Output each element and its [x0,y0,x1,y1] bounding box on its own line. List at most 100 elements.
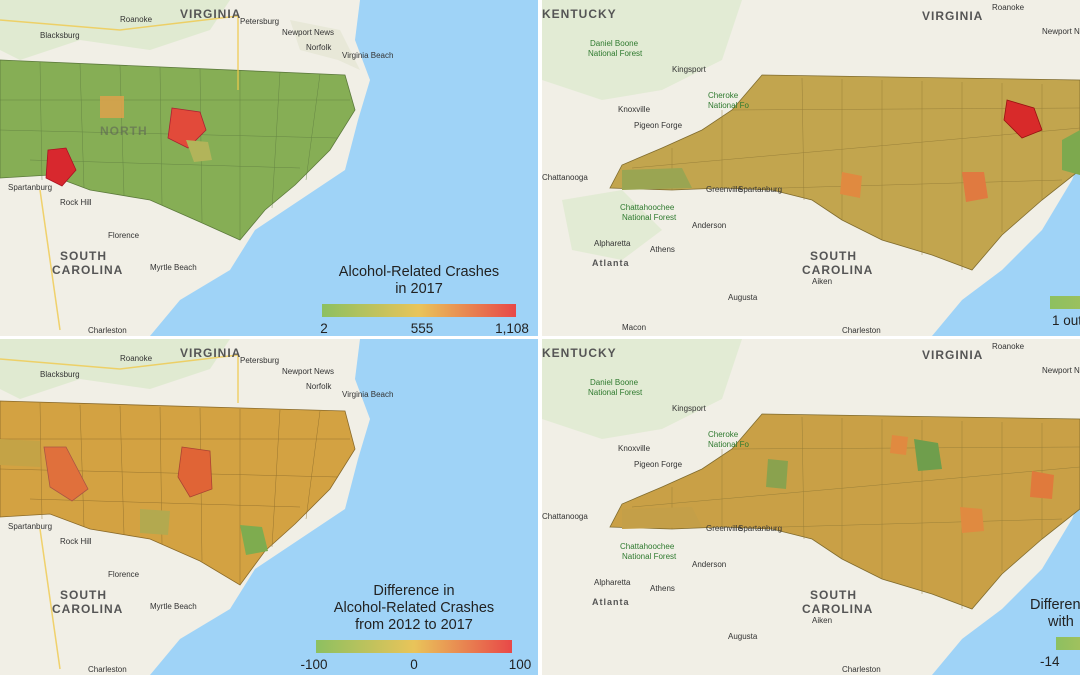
svg-text:Petersburg: Petersburg [240,17,279,26]
svg-text:Greenville: Greenville [706,524,743,533]
legend-tick-max: 100 [508,657,532,672]
svg-text:KENTUCKY: KENTUCKY [542,7,617,21]
svg-text:Petersburg: Petersburg [240,356,279,365]
legend-crash-difference: Difference in Alcohol-Related Crashes fr… [290,583,538,673]
svg-text:National Fo: National Fo [708,101,749,110]
legend-tick-min: -100 [300,657,328,672]
legend-title-line3: from 2012 to 2017 [355,617,473,633]
legend-tick-min: 2 [320,321,328,336]
svg-text:Spartanburg: Spartanburg [8,183,52,192]
legend-color-bar [1050,296,1080,309]
legend-title-line2: in 2017 [395,281,443,297]
svg-text:Chattahoochee: Chattahoochee [620,203,675,212]
svg-text:Newport News: Newport News [282,367,334,376]
svg-text:Alpharetta: Alpharetta [594,578,631,587]
svg-text:Newport News: Newport News [1042,366,1080,375]
svg-text:Chattahoochee: Chattahoochee [620,542,675,551]
map-panel-crash-difference[interactable]: VIRGINIA SOUTH CAROLINA Roanoke Blacksbu… [0,339,538,675]
svg-text:Blacksburg: Blacksburg [40,31,80,40]
svg-text:SOUTH: SOUTH [810,249,857,263]
svg-text:CAROLINA: CAROLINA [52,263,123,277]
svg-text:National Forest: National Forest [588,388,643,397]
svg-text:CAROLINA: CAROLINA [802,263,873,277]
legend-tick-min: 1 out of 26 [1052,313,1080,328]
svg-text:Alpharetta: Alpharetta [594,239,631,248]
svg-text:Pigeon Forge: Pigeon Forge [634,121,683,130]
svg-text:Daniel Boone: Daniel Boone [590,39,639,48]
basemap: VIRGINIA SOUTH CAROLINA Roanoke Blacksbu… [0,339,538,675]
svg-text:Daniel Boone: Daniel Boone [590,378,639,387]
svg-text:Florence: Florence [108,570,140,579]
svg-text:Myrtle Beach: Myrtle Beach [150,263,197,272]
svg-text:Myrtle Beach: Myrtle Beach [150,602,197,611]
map-panel-crashes-2017[interactable]: VIRGINIA SOUTH CAROLINA NORTH Roanoke Bl… [0,0,538,336]
legend-tick-max: 1,108 [495,321,529,336]
svg-text:Norfolk: Norfolk [306,382,332,391]
map-panel-crash-rate[interactable]: KENTUCKY VIRGINIA SOUTH CAROLINA Daniel … [542,0,1080,336]
svg-text:SOUTH: SOUTH [810,588,857,602]
map-panel-rate-difference[interactable]: KENTUCKY VIRGINIA SOUTH CAROLINA Daniel … [542,339,1080,675]
legend-tick-mid: 0 [410,657,418,672]
svg-text:Virginia Beach: Virginia Beach [342,51,393,60]
svg-text:Roanoke: Roanoke [992,3,1025,12]
svg-text:Anderson: Anderson [692,560,726,569]
basemap: KENTUCKY VIRGINIA SOUTH CAROLINA Daniel … [542,0,1080,336]
svg-text:VIRGINIA: VIRGINIA [180,346,241,360]
legend-title-line1: Differen [1030,597,1080,613]
svg-text:Roanoke: Roanoke [120,354,153,363]
svg-text:Macon: Macon [622,323,646,332]
svg-text:Atlanta: Atlanta [592,258,630,268]
svg-text:SOUTH: SOUTH [60,588,107,602]
svg-text:Charleston: Charleston [842,665,881,674]
svg-text:Rock Hill: Rock Hill [60,537,92,546]
svg-text:Atlanta: Atlanta [592,597,630,607]
svg-text:Spartanburg: Spartanburg [738,524,782,533]
legend-crash-rate: 1 out of 26 [992,288,1080,329]
svg-text:Spartanburg: Spartanburg [8,522,52,531]
svg-text:NORTH: NORTH [100,124,148,138]
svg-text:Charleston: Charleston [88,665,127,674]
svg-text:Cheroke: Cheroke [708,430,739,439]
legend-title-line2: with [1048,614,1074,630]
svg-text:National Forest: National Forest [588,49,643,58]
svg-text:KENTUCKY: KENTUCKY [542,346,617,360]
svg-text:Athens: Athens [650,245,675,254]
svg-text:CAROLINA: CAROLINA [52,602,123,616]
svg-text:National Forest: National Forest [622,213,677,222]
svg-text:Charleston: Charleston [88,326,127,335]
svg-text:Kingsport: Kingsport [672,404,707,413]
svg-text:Virginia Beach: Virginia Beach [342,390,393,399]
legend-color-bar [322,304,516,317]
legend-rate-difference: Differen with -14 [1030,597,1080,670]
svg-text:Knoxville: Knoxville [618,105,651,114]
basemap: KENTUCKY VIRGINIA SOUTH CAROLINA Daniel … [542,339,1080,675]
svg-text:Aiken: Aiken [812,616,832,625]
svg-text:Chattanooga: Chattanooga [542,512,588,521]
svg-text:Aiken: Aiken [812,277,832,286]
svg-text:National Forest: National Forest [622,552,677,561]
svg-text:Greenville: Greenville [706,185,743,194]
svg-text:Rock Hill: Rock Hill [60,198,92,207]
svg-text:VIRGINIA: VIRGINIA [180,7,241,21]
svg-text:Blacksburg: Blacksburg [40,370,80,379]
svg-text:Anderson: Anderson [692,221,726,230]
svg-text:Augusta: Augusta [728,632,758,641]
legend-crashes-2017: Alcohol-Related Crashes in 2017 2 555 1,… [300,264,538,336]
svg-text:National Fo: National Fo [708,440,749,449]
svg-text:Chattanooga: Chattanooga [542,173,588,182]
svg-text:Pigeon Forge: Pigeon Forge [634,460,683,469]
legend-color-bar [1056,637,1080,650]
legend-title-line1: Alcohol-Related Crashes [338,264,500,280]
svg-text:Knoxville: Knoxville [618,444,651,453]
svg-text:Augusta: Augusta [728,293,758,302]
legend-title-line1: Difference in [373,583,455,599]
svg-text:Norfolk: Norfolk [306,43,332,52]
svg-text:Charleston: Charleston [842,326,881,335]
legend-tick-min: -14 [1040,654,1060,669]
svg-text:VIRGINIA: VIRGINIA [922,9,983,23]
legend-color-bar [316,640,512,653]
legend-title-line2: Alcohol-Related Crashes [333,600,495,616]
basemap: VIRGINIA SOUTH CAROLINA NORTH Roanoke Bl… [0,0,538,336]
svg-text:Cheroke: Cheroke [708,91,739,100]
